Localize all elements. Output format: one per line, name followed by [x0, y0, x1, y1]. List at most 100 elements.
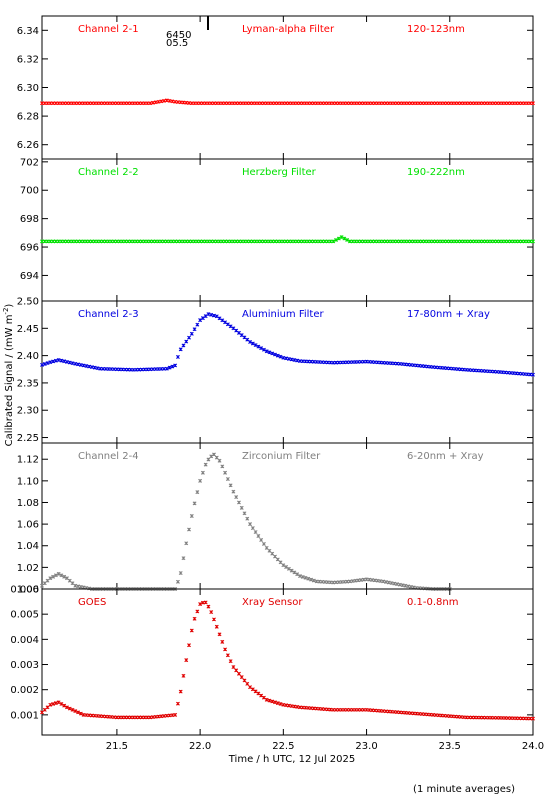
- y-axis-label: Calibrated Signal / (mW m-2): [2, 304, 15, 447]
- data-point: [267, 548, 272, 553]
- panel-label-mid: Xray Sensor: [242, 597, 303, 608]
- data-point: [167, 365, 172, 370]
- data-point: [228, 483, 233, 488]
- data-point: [162, 98, 167, 103]
- y-tick-label: 0.001: [10, 710, 39, 721]
- data-point: [175, 354, 180, 359]
- panels-group: 6.26 6.28 6.30 6.32 6.34 Channel 2-1 Lyman-alp…: [10, 15, 535, 736]
- data-point: [223, 647, 228, 652]
- data-point: [264, 697, 269, 702]
- data-point: [148, 101, 153, 106]
- data-point: [270, 351, 275, 356]
- panel-label-left: Channel 2-1: [78, 24, 139, 35]
- data-point: [256, 344, 261, 349]
- data-point: [198, 602, 203, 607]
- data-point: [259, 346, 264, 351]
- data-point: [56, 700, 61, 705]
- y-tick-label: 1.10: [17, 476, 39, 487]
- data-point: [300, 574, 305, 579]
- data-point: [184, 541, 189, 546]
- data-point: [381, 579, 386, 584]
- data-point: [65, 705, 69, 710]
- data-point: [59, 702, 64, 706]
- panel-2: 694 696 698 700 702 Channel 2-2 Herzberg Filte…: [20, 157, 535, 302]
- data-point: [206, 604, 211, 609]
- y-tick-label: 2.25: [17, 433, 39, 444]
- data-point: [239, 675, 244, 680]
- data-point: [253, 343, 258, 348]
- y-tick-label: 1.00: [17, 585, 39, 596]
- panel-label-right: 0.1-0.8nm: [407, 597, 459, 608]
- panel-label-mid: Herzberg Filter: [242, 167, 317, 178]
- data-point: [403, 583, 408, 588]
- data-point: [217, 316, 222, 321]
- data-point: [53, 573, 58, 578]
- data-point: [531, 239, 535, 244]
- data-point: [225, 322, 230, 327]
- y-tick-label: 1.08: [17, 498, 39, 509]
- data-point: [281, 355, 286, 360]
- data-point: [234, 495, 239, 500]
- panel-label-right: 6-20nm + Xray: [407, 451, 484, 462]
- panel-label-mid: Zirconium Filter: [242, 451, 321, 462]
- panel-label-left: Channel 2-2: [78, 167, 139, 178]
- data-point: [53, 701, 58, 706]
- data-point: [181, 556, 186, 561]
- data-point: [178, 571, 183, 576]
- y-tick-label: 1.06: [17, 520, 39, 531]
- data-point: [198, 478, 203, 483]
- data-point: [175, 701, 180, 706]
- panel-3: 2.25 2.30 2.35 2.40 2.45 2.50 Channel 2-3 Alumi…: [17, 297, 535, 444]
- data-point: [270, 551, 275, 556]
- data-point: [531, 372, 535, 377]
- x-tick-label: 22.0: [189, 741, 211, 752]
- data-point: [76, 710, 81, 715]
- data-point: [242, 678, 247, 683]
- data-point: [51, 574, 56, 579]
- data-point: [292, 358, 297, 362]
- data-point: [189, 514, 194, 518]
- data-point: [170, 364, 175, 369]
- data-point: [273, 554, 277, 559]
- y-tick-label: 2.35: [17, 378, 39, 389]
- x-tick-label: 23.5: [439, 741, 461, 752]
- y-tick-label: 702: [20, 157, 39, 168]
- data-point: [248, 522, 253, 527]
- data-point: [245, 516, 250, 521]
- data-point: [184, 339, 189, 344]
- y-tick-label: 698: [20, 214, 39, 225]
- data-point: [298, 574, 302, 578]
- data-point: [195, 490, 200, 495]
- x-axis-label: Time / h UTC, 12 Jul 2025: [228, 754, 356, 765]
- data-point: [192, 616, 197, 621]
- data-point: [286, 566, 291, 571]
- data-point: [78, 711, 83, 716]
- panel-frame: [41, 300, 534, 444]
- panel-label-right: 120-123nm: [407, 24, 465, 35]
- data-point: [237, 500, 241, 505]
- data-point: [175, 579, 180, 584]
- data-point: [217, 458, 222, 463]
- data-point: [334, 237, 338, 242]
- y-tick-label: 0.004: [10, 635, 39, 646]
- data-point: [56, 358, 61, 362]
- data-point: [189, 331, 194, 336]
- data-point: [397, 582, 402, 587]
- data-point: [200, 470, 205, 475]
- y-tick-label: 2.30: [17, 406, 39, 417]
- data-point: [245, 681, 250, 686]
- data-point: [228, 659, 233, 664]
- data-point: [51, 702, 56, 706]
- y-tick-label: 6.32: [17, 54, 39, 65]
- y-tick-label: 1.12: [17, 455, 39, 466]
- x-tick-label: 21.5: [106, 741, 128, 752]
- panel-label-right: 17-80nm + Xray: [407, 309, 490, 320]
- panel-frame: [41, 15, 534, 160]
- x-tick-label: 24.0: [522, 741, 544, 752]
- data-point: [220, 318, 225, 323]
- data-point: [203, 462, 208, 467]
- data-point: [264, 349, 269, 354]
- marker-label-bottom: 05.5: [166, 38, 188, 49]
- data-point: [278, 702, 283, 706]
- data-point: [181, 673, 186, 678]
